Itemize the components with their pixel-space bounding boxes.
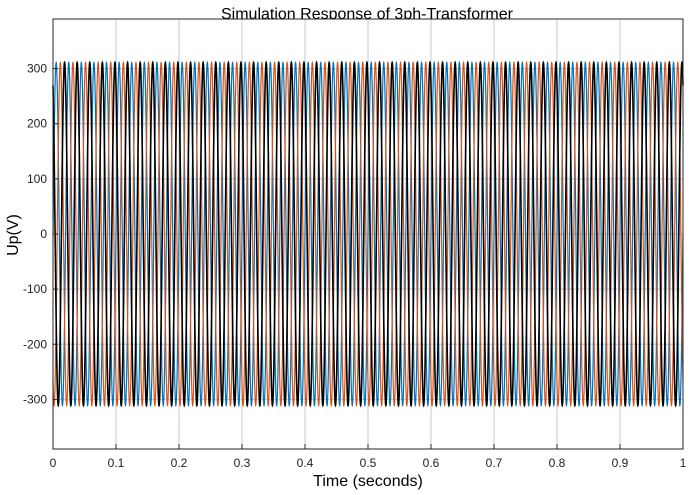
series-line-1 xyxy=(52,60,684,408)
y-axis-ticks: -300 -200 -100 0 100 200 300 xyxy=(23,62,58,406)
x-tick-label: 0 xyxy=(50,456,57,470)
x-tick-label: 0.6 xyxy=(423,456,440,470)
x-axis-ticks: 0 0.1 0.2 0.3 0.4 0.5 0.6 0.7 0.8 0.9 1 xyxy=(50,444,687,470)
x-tick-label: 0.9 xyxy=(612,456,629,470)
y-tick-label: 300 xyxy=(27,62,47,76)
x-tick-label: 0.2 xyxy=(171,456,188,470)
y-tick-label: -300 xyxy=(23,392,47,406)
x-tick-label: 0.4 xyxy=(297,456,314,470)
y-axis-label: Up(V) xyxy=(5,214,22,256)
y-tick-label: -100 xyxy=(23,282,47,296)
x-tick-label: 0.1 xyxy=(108,456,125,470)
series-layer xyxy=(52,60,684,408)
y-tick-label: -200 xyxy=(23,337,47,351)
x-tick-label: 0.7 xyxy=(486,456,503,470)
x-tick-label: 0.5 xyxy=(360,456,377,470)
y-tick-label: 0 xyxy=(40,227,47,241)
y-tick-label: 100 xyxy=(27,172,47,186)
x-axis-label: Time (seconds) xyxy=(313,473,423,490)
plot-area xyxy=(52,18,684,450)
y-tick-label: 200 xyxy=(27,117,47,131)
series-line-3 xyxy=(52,60,684,408)
x-tick-label: 1 xyxy=(680,456,687,470)
x-tick-label: 0.3 xyxy=(234,456,251,470)
x-tick-label: 0.8 xyxy=(549,456,566,470)
series-line-2 xyxy=(52,60,684,408)
